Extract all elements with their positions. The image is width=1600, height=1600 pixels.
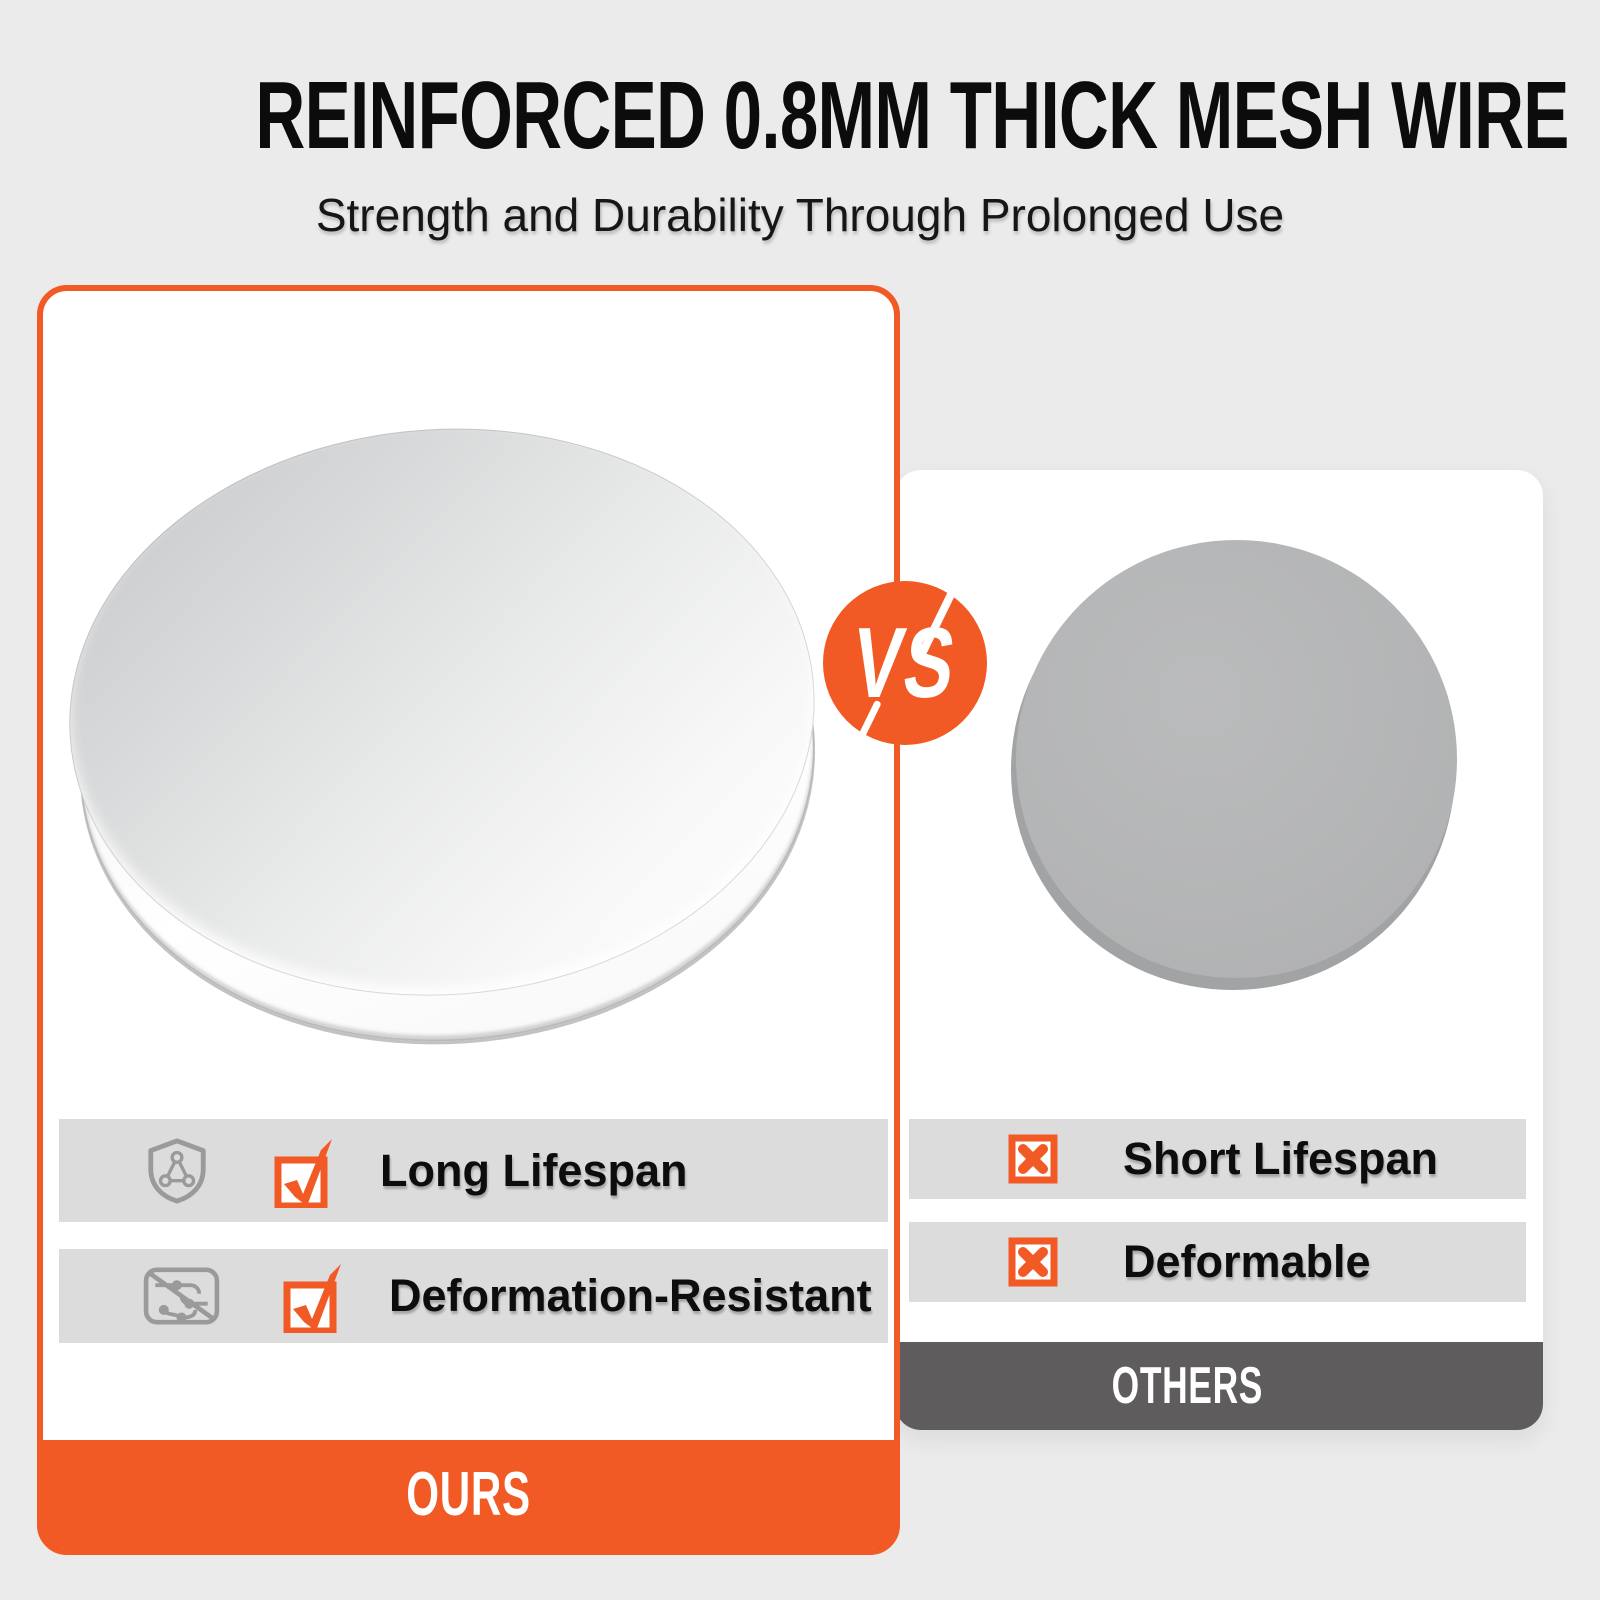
ours-product-image (50, 403, 840, 1080)
others-card: Short Lifespan Deformable OTHERS (895, 470, 1543, 1430)
gray-disc-face (1016, 540, 1457, 978)
cross-box-icon (1008, 1134, 1058, 1184)
page-subtitle: Strength and Durability Through Prolonge… (315, 189, 1285, 241)
ours-feature-row: Deformation-Resistant (59, 1249, 888, 1343)
vs-label: VS (846, 607, 964, 719)
others-footer-bar: OTHERS (895, 1342, 1543, 1430)
page-title: REINFORCED 0.8MM THICK MESH WIRE (255, 62, 1569, 169)
cross-box-icon (1008, 1237, 1058, 1287)
shield-structure-icon (148, 1137, 206, 1204)
others-footer-label: OTHERS (1111, 1357, 1263, 1415)
others-feature-row: Short Lifespan (909, 1119, 1526, 1199)
ours-footer-label: OURS (406, 1459, 531, 1529)
feature-label: Deformable (1123, 1236, 1371, 1287)
feature-label: Short Lifespan (1123, 1133, 1439, 1184)
ours-feature-row: Long Lifespan (59, 1119, 888, 1222)
others-product-image (1011, 540, 1459, 992)
others-feature-row: Deformable (909, 1222, 1526, 1302)
feature-label: Long Lifespan (380, 1144, 688, 1196)
ours-footer-bar: OURS (43, 1440, 894, 1549)
vs-badge: VS (823, 581, 987, 745)
checkbox-check-icon (274, 1138, 332, 1208)
checkbox-check-icon (283, 1264, 341, 1333)
ours-card: Long Lifespan Deformation-Resistant OUR (37, 285, 900, 1555)
feature-label: Deformation-Resistant (389, 1270, 872, 1321)
no-deformation-icon (143, 1267, 220, 1325)
